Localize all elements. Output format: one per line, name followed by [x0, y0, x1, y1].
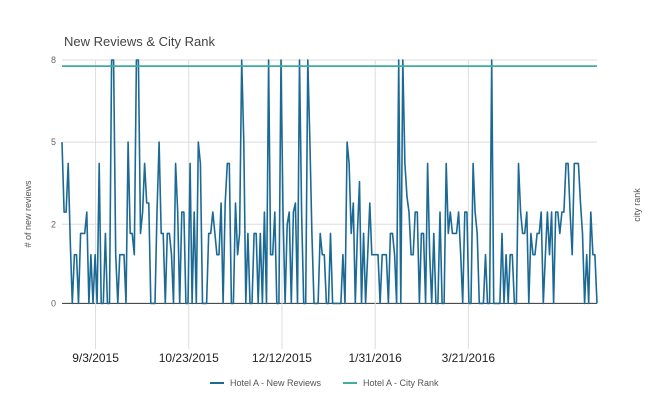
x-tick-label: 9/3/2015	[72, 351, 119, 365]
y-tick-label: 2	[51, 219, 56, 229]
legend-label-2: Hotel A - City Rank	[363, 378, 439, 388]
chart-series	[61, 59, 598, 305]
y-tick-label: 5	[51, 137, 56, 147]
x-axis-ticks: 9/3/2015 10/23/2015 12/12/2015 1/31/2016 3/2…	[72, 351, 495, 365]
y-axis-label: # of new reviews	[23, 180, 33, 248]
chart-legend: Hotel A - New Reviews Hotel A - City Rank	[210, 378, 439, 388]
chart-title: New Reviews & City Rank	[64, 34, 215, 49]
series-line-1	[61, 59, 598, 305]
x-tick-label: 12/12/2015	[252, 351, 312, 365]
y-tick-label: 8	[51, 55, 56, 65]
x-tick-label: 3/21/2016	[442, 351, 496, 365]
x-tick-label: 10/23/2015	[159, 351, 219, 365]
y-axis-ticks: 0 2 5 8	[51, 55, 56, 308]
legend-label-1: Hotel A - New Reviews	[230, 378, 322, 388]
y-tick-label: 0	[51, 298, 56, 308]
x-tick-label: 1/31/2016	[348, 351, 402, 365]
y2-axis-label: city rank	[632, 188, 642, 222]
